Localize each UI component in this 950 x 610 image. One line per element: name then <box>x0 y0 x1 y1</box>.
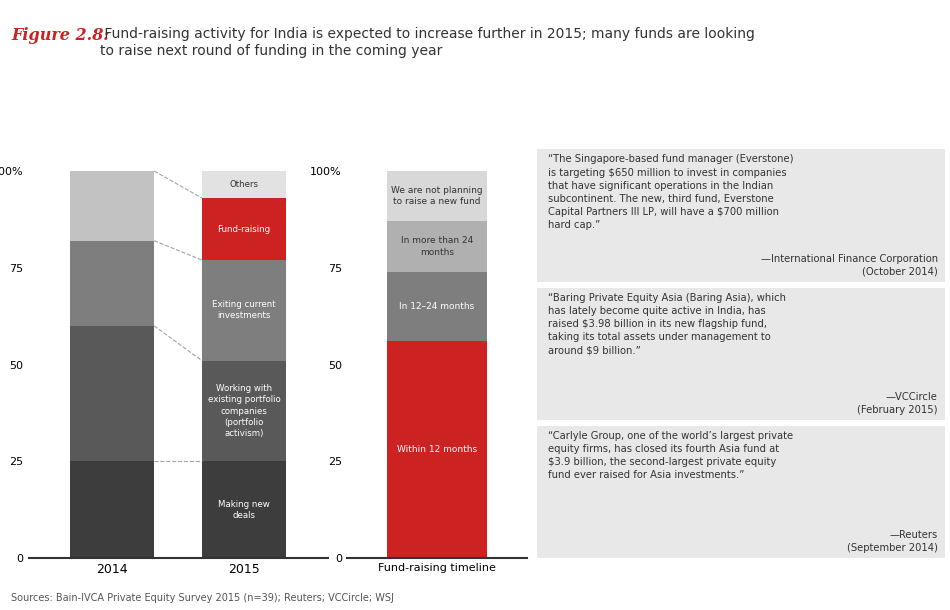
Text: “Carlyle Group, one of the world’s largest private
equity firms, has closed its : “Carlyle Group, one of the world’s large… <box>548 431 793 481</box>
Bar <box>388 271 486 342</box>
Text: Fund-raising: Fund-raising <box>218 224 271 234</box>
Text: —Reuters
(September 2014): —Reuters (September 2014) <box>846 530 938 553</box>
Text: —VCCircle
(February 2015): —VCCircle (February 2015) <box>857 392 938 415</box>
Bar <box>388 342 486 558</box>
Text: In 12–24 months: In 12–24 months <box>399 302 475 311</box>
Text: Exiting current
investments: Exiting current investments <box>212 300 276 320</box>
Text: Making new
deals: Making new deals <box>218 500 270 520</box>
Text: Others: Others <box>230 180 258 189</box>
Text: When do you expect your firm to come
to market to raise your next fund
targeting: When do you expect your firm to come to … <box>314 93 551 126</box>
Text: Fund-raising activity for India is expected to increase further in 2015; many fu: Fund-raising activity for India is expec… <box>100 27 754 58</box>
Text: We are not planning
to raise a new fund: We are not planning to raise a new fund <box>391 186 483 206</box>
Bar <box>388 171 486 221</box>
Text: Sources: Bain-IVCA Private Equity Survey 2015 (n=39); Reuters; VCCircle; WSJ: Sources: Bain-IVCA Private Equity Survey… <box>11 593 394 603</box>
Text: Within 12 months: Within 12 months <box>397 445 477 454</box>
Bar <box>202 361 286 461</box>
Text: Figure 2.8:: Figure 2.8: <box>11 27 109 45</box>
Bar <box>70 171 154 241</box>
Text: “Baring Private Equity Asia (Baring Asia), which
has lately become quite active : “Baring Private Equity Asia (Baring Asia… <box>548 293 787 356</box>
Text: “The Singapore-based fund manager (Everstone)
is targeting $650 million to inves: “The Singapore-based fund manager (Evers… <box>548 154 793 231</box>
Bar <box>202 171 286 198</box>
Text: Working with
existing portfolio
companies
(portfolio
activism): Working with existing portfolio companie… <box>208 384 280 438</box>
Bar <box>202 461 286 558</box>
Text: Many funds are already looking to raise capital: Many funds are already looking to raise … <box>584 103 898 117</box>
Bar <box>202 260 286 361</box>
Text: In more than 24
months: In more than 24 months <box>401 237 473 257</box>
Bar <box>202 198 286 260</box>
Text: What were the most important goals in
2014? What will be the most important
goal: What were the most important goals in 20… <box>48 93 289 126</box>
Bar <box>70 461 154 558</box>
Text: —International Finance Corporation
(October 2014): —International Finance Corporation (Octo… <box>761 254 938 277</box>
Bar <box>388 221 486 271</box>
Bar <box>70 326 154 461</box>
Bar <box>70 241 154 326</box>
